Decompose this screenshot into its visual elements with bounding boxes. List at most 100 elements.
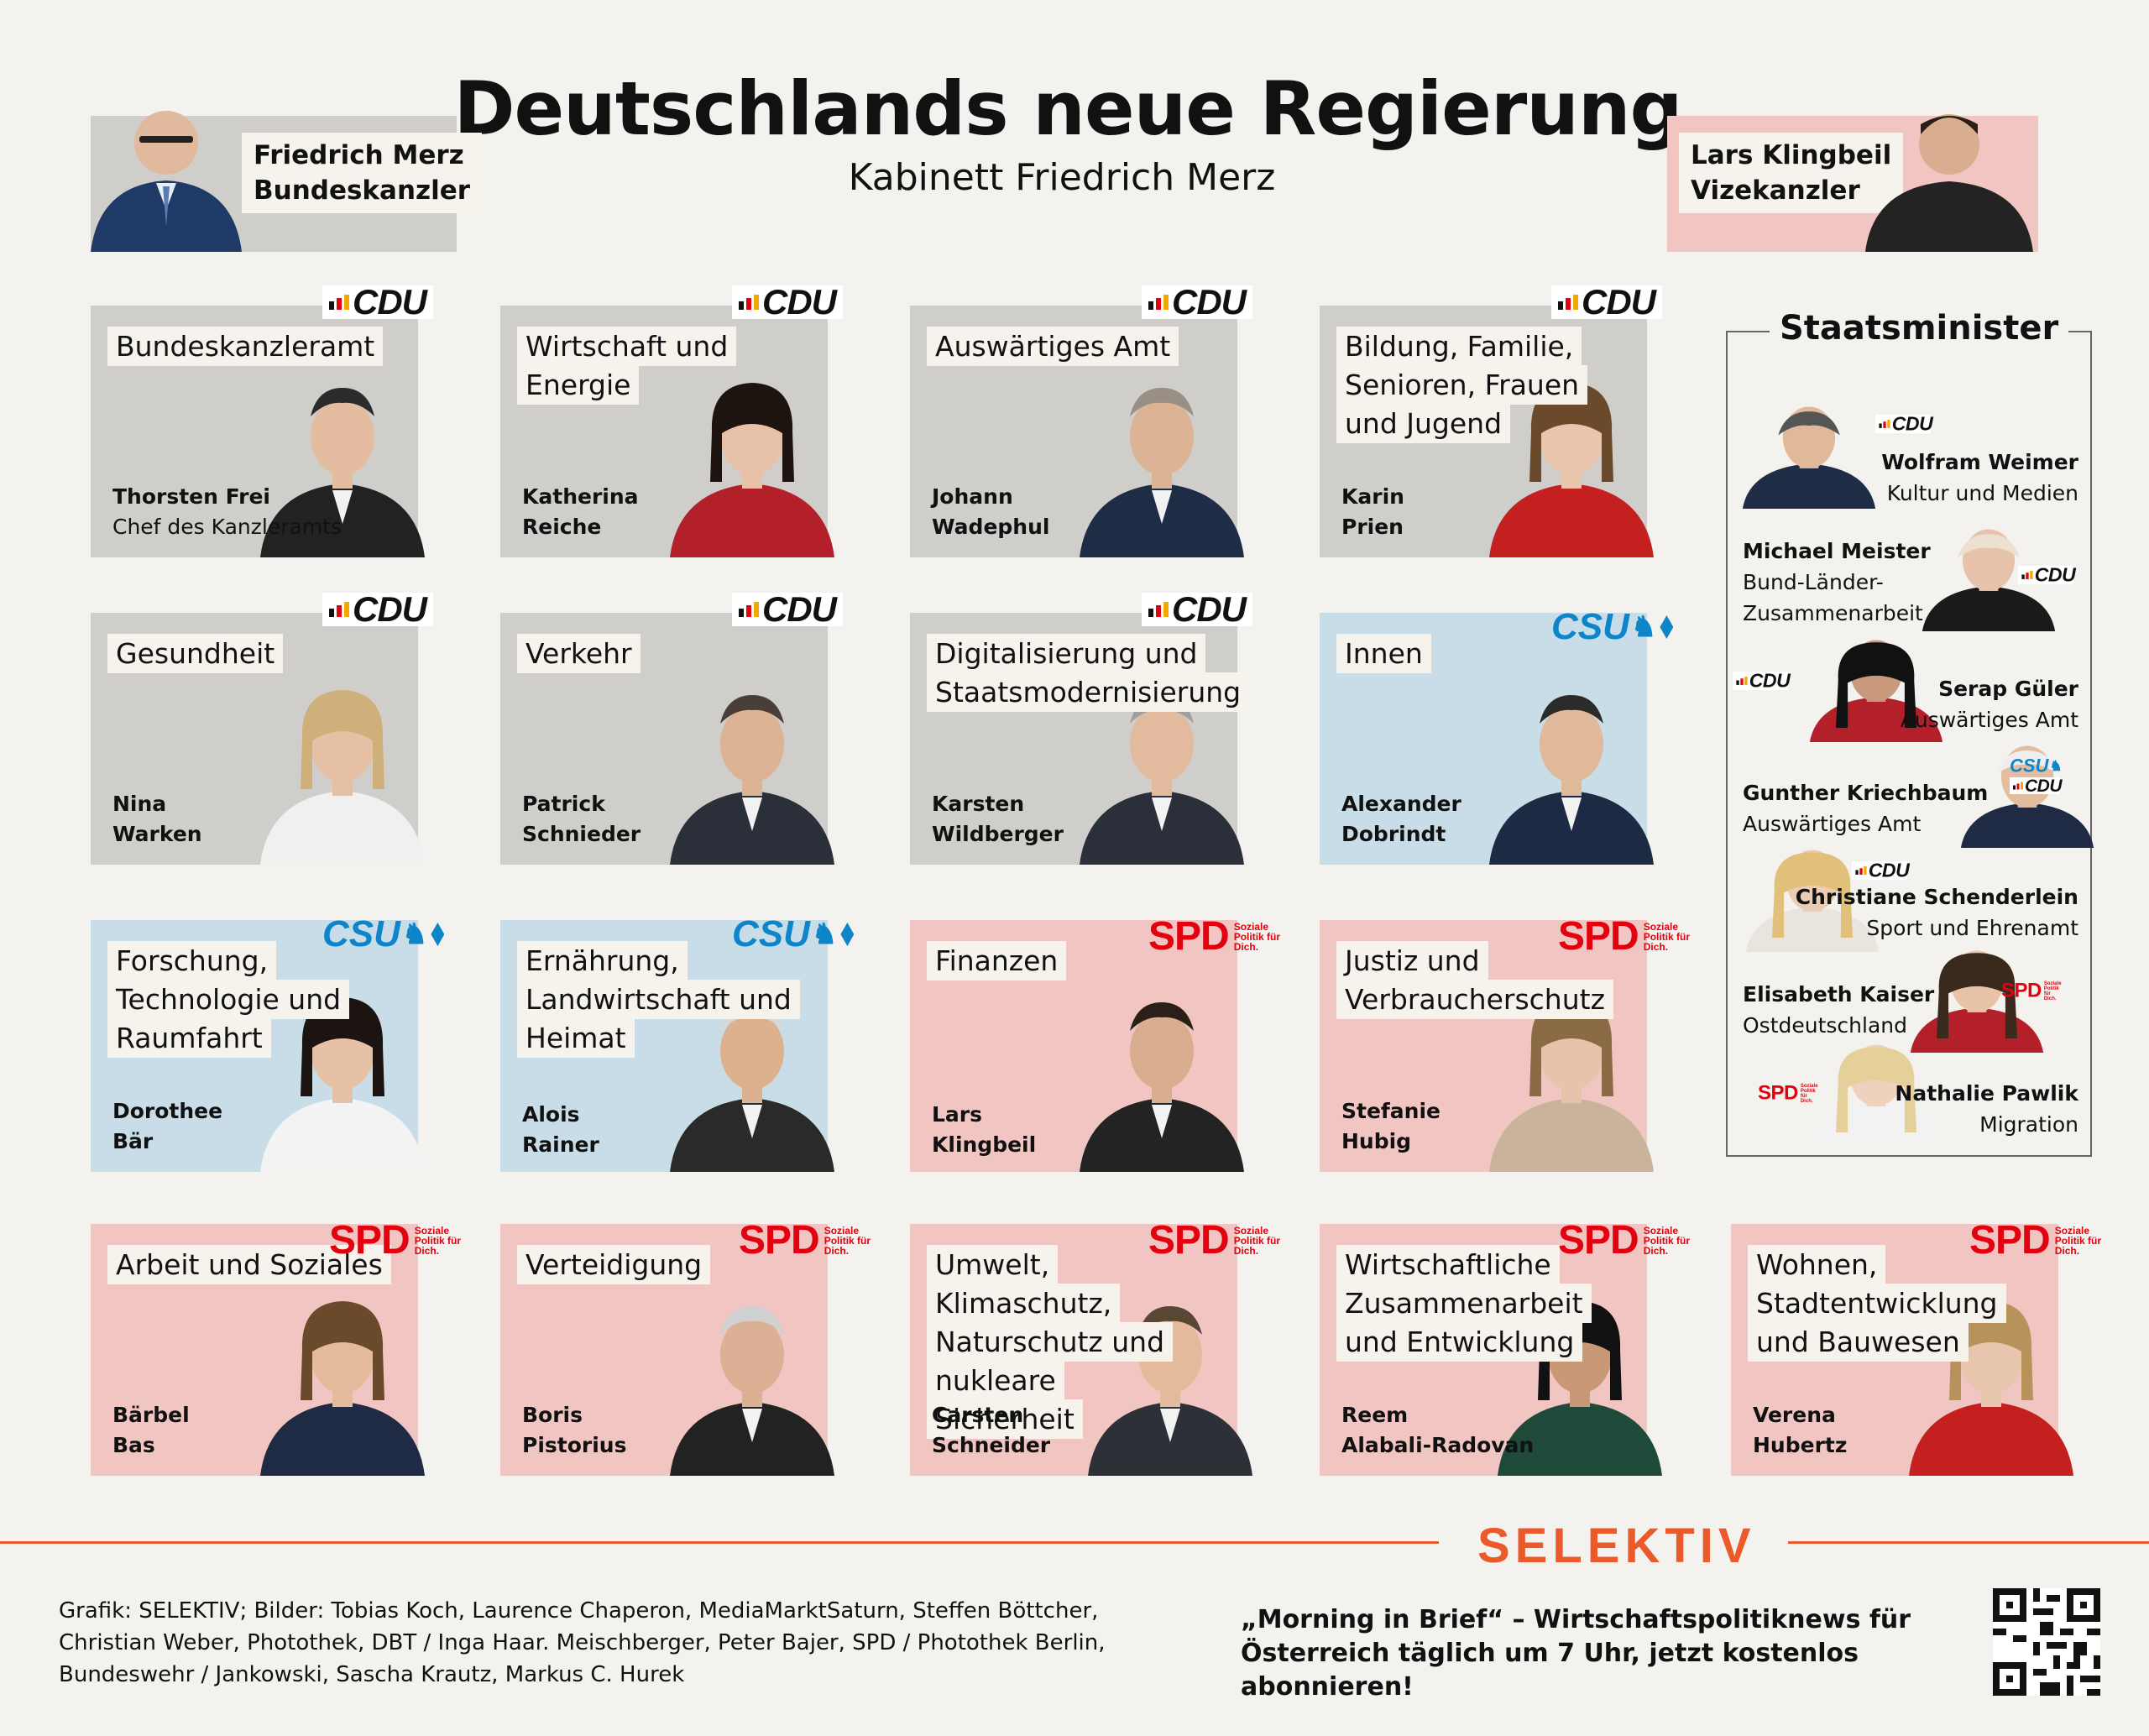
portrait-image <box>660 364 844 557</box>
staatsminister-entry: Serap Güler Auswärtiges Amt <box>1900 677 2078 732</box>
staatsminister-entry: Christiane Schenderlein Sport und Ehrenam… <box>1795 885 2078 940</box>
minister-name: Karsten Wildberger <box>932 792 1064 846</box>
minister-name: Patrick Schnieder <box>522 792 641 846</box>
diamond-icon <box>1660 615 1674 639</box>
csu-logo-icon: CSU ♞ <box>2010 756 2063 776</box>
staatsminister-photo <box>1906 944 2048 1056</box>
minister-name: Alexander Dobrindt <box>1341 792 1461 846</box>
minister-name: Boris Pistorius <box>522 1403 627 1457</box>
cdu-logo-text: CDU <box>353 282 427 322</box>
leader-label-left: Friedrich Merz Bundeskanzler <box>242 133 483 213</box>
portrait-image <box>1479 979 1664 1172</box>
cdu-logo-icon: CDU <box>732 282 843 322</box>
leader-name: Lars Klingbeil <box>1691 140 1892 170</box>
cdu-logo-icon: CDU <box>1875 412 1933 435</box>
csu-logo-icon: CSU ♞ <box>732 913 855 955</box>
image-credits: Grafik: SELEKTIV; Bilder: Tobias Koch, L… <box>59 1598 1106 1687</box>
staatsminister-entry: Wolfram Weimer Kultur und Medien <box>1881 450 2078 505</box>
ministry-card: Verkehr Patrick Schnieder <box>500 613 834 865</box>
portrait-image <box>1479 364 1664 557</box>
ministry-card: Wirtschaftliche Zusammenarbeit und Entwi… <box>1320 1224 1662 1476</box>
ministry-title: Ernährung, Landwirtschaft und Heimat <box>517 941 803 1058</box>
cdu-logo-icon: CDU <box>1852 860 1910 881</box>
spd-tagline: Soziale Politik für Dich. <box>414 1224 462 1257</box>
ministry-card: Ernährung, Landwirtschaft und Heimat Aloi… <box>500 920 834 1172</box>
ministry-title: Finanzen <box>927 941 1212 980</box>
minister-name: Karin Prien <box>1341 484 1404 539</box>
minister-name: Nina Warken <box>112 792 202 846</box>
lion-icon: ♞ <box>2049 758 2063 774</box>
footer-divider-right <box>1788 1541 2149 1544</box>
party-logo: CDU <box>322 282 433 322</box>
portrait-image <box>1899 1283 2084 1476</box>
party-logo: CDU <box>732 282 843 322</box>
minister-name: Alois Rainer <box>522 1102 599 1157</box>
spd-logo-text: SPD <box>1558 914 1639 959</box>
cdu-logo-icon: CDU <box>1733 669 1791 692</box>
portrait-image <box>660 672 844 865</box>
minister-name: Verena Hubertz <box>1753 1403 1848 1457</box>
leader-name: Friedrich Merz <box>254 140 464 170</box>
minister-name: Reem Alabali-Radovan <box>1341 1403 1535 1457</box>
minister-name: Stefanie Hubig <box>1341 1099 1441 1153</box>
cdu-logo-text: CDU <box>2025 776 2063 796</box>
portrait-image <box>1078 1283 1263 1476</box>
cdu-logo-icon: CDU <box>1142 282 1252 322</box>
lion-icon: ♞ <box>811 918 838 950</box>
staatsminister-party-logo: SPD Soziale Politik für Dich. <box>2001 979 2102 1025</box>
ministry-title: Innen <box>1336 634 1622 673</box>
ministry-title: Bundeskanzleramt <box>107 327 393 366</box>
spd-logo-text: SPD <box>1969 1218 2051 1263</box>
portrait-image <box>1479 672 1664 865</box>
spd-tagline: Soziale Politik für Dich. <box>2043 980 2062 1001</box>
staatsminister-entry: Michael Meister Bund-Länder- Zusammenarbei… <box>1743 539 1931 625</box>
minister-name: Dorothee Bär <box>112 1099 223 1153</box>
spd-tagline: Soziale Politik für Dich. <box>2054 1224 2102 1257</box>
spd-logo-text: SPD <box>739 1218 820 1263</box>
ministry-title: Justiz und Verbraucherschutz <box>1336 941 1622 1019</box>
party-logo: CSU ♞ <box>322 913 445 955</box>
party-logo: CDU <box>1142 589 1252 629</box>
minister-name: Bärbel Bas <box>112 1403 190 1457</box>
newsletter-promo: „Morning in Brief“ – Wirtschaftspolitikn… <box>1241 1605 1911 1702</box>
staatsminister-photo <box>1741 843 1884 955</box>
lion-icon: ♞ <box>1630 611 1657 643</box>
minister-name: Carsten Schneider <box>932 1403 1051 1457</box>
cdu-logo-text: CDU <box>1891 412 1933 435</box>
party-logo: SPD Soziale Politik für Dich. <box>1148 1217 1293 1263</box>
portrait-image <box>1069 672 1254 865</box>
spd-logo-text: SPD <box>1148 1218 1230 1263</box>
spd-logo-icon: SPD Soziale Politik für Dich. <box>1969 1217 2114 1263</box>
party-logo: CDU <box>1142 282 1252 322</box>
leader-card-left: Friedrich Merz Bundeskanzler <box>91 111 483 252</box>
csu-logo-text: CSU <box>732 913 810 954</box>
portrait-image <box>82 84 250 252</box>
staatsminister-entry: Gunther Kriechbaum Auswärtiges Amt <box>1743 781 1989 836</box>
spd-logo-text: SPD <box>329 1218 410 1263</box>
spd-tagline: Soziale Politik für Dich. <box>1800 1082 1818 1104</box>
party-logo: CSU ♞ <box>1551 606 1674 648</box>
ministry-title: Wohnen, Stadtentwicklung und Bauwesen <box>1748 1245 2033 1362</box>
staatsminister-party-logo: CDU <box>2018 564 2119 599</box>
cdu-logo-text: CDU <box>1749 669 1791 692</box>
footer-divider-left <box>0 1541 1439 1544</box>
ministry-card: Wirtschaft und Energie Katherina Reiche <box>500 306 834 557</box>
party-logo: SPD Soziale Politik für Dich. <box>1148 913 1293 960</box>
qr-code-icon[interactable] <box>1993 1588 2100 1699</box>
ministry-card: Forschung, Technologie und Raumfahrt Doro… <box>91 920 425 1172</box>
party-logo: SPD Soziale Politik für Dich. <box>329 1217 473 1263</box>
ministry-card: Finanzen Lars Klingbeil <box>910 920 1244 1172</box>
ministry-card: Gesundheit Nina Warken <box>91 613 425 865</box>
spd-logo-icon: SPD Soziale Politik für Dich. <box>2001 979 2062 1002</box>
ministry-title: Verkehr <box>517 634 803 673</box>
cdu-logo-text: CDU <box>353 589 427 629</box>
party-logo: SPD Soziale Politik für Dich. <box>1969 1217 2114 1263</box>
cdu-logo-icon: CDU <box>1551 282 1662 322</box>
portrait-image <box>1069 364 1254 557</box>
cdu-logo-text: CDU <box>762 282 837 322</box>
spd-logo-icon: SPD Soziale Politik für Dich. <box>1558 1217 1702 1263</box>
staatsminister-photo <box>1805 1038 1948 1150</box>
staatsminister-photo <box>1917 522 2060 635</box>
ministry-card: Arbeit und Soziales Bärbel Bas <box>91 1224 425 1476</box>
cdu-logo-icon: CDU <box>322 589 433 629</box>
